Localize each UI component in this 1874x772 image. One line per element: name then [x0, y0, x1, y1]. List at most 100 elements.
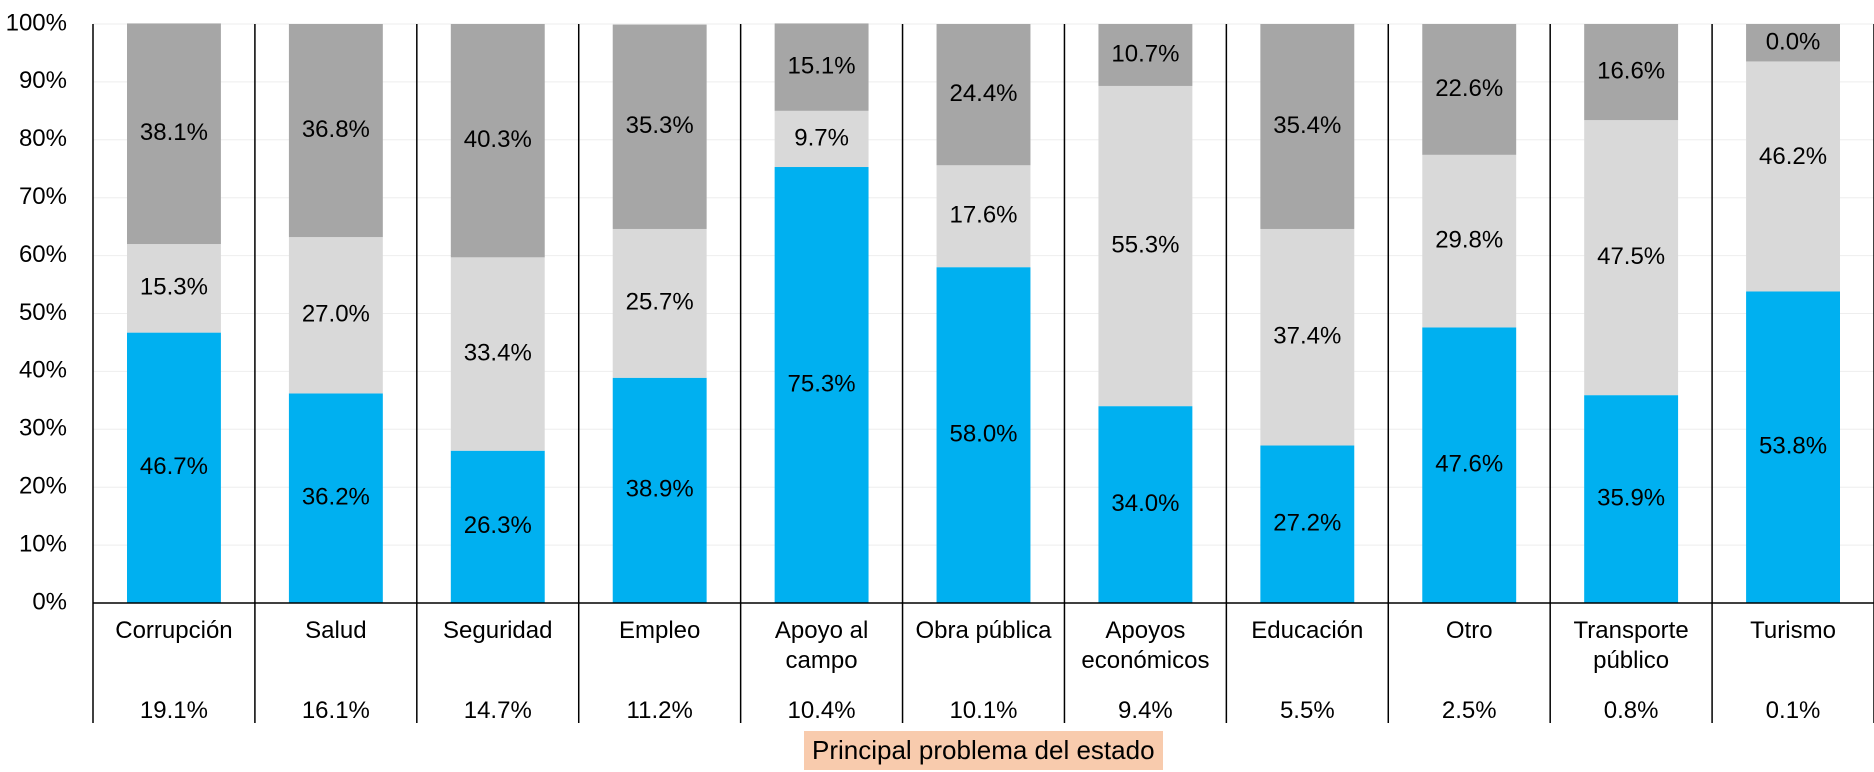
category-share: 10.1% — [949, 697, 1018, 724]
data-label: 16.6% — [1597, 57, 1665, 84]
category-share: 16.1% — [301, 697, 370, 724]
bar-segment — [288, 237, 383, 394]
x-tick-label: Seguridad — [443, 617, 553, 644]
category-share: 10.4% — [787, 697, 856, 724]
data-label: 27.2% — [1273, 510, 1341, 537]
data-label: 53.8% — [1759, 433, 1827, 460]
x-tick-label: Apoyo al campo — [774, 617, 869, 674]
data-label: 34.0% — [1111, 490, 1179, 517]
label-box — [1746, 24, 1840, 62]
bar-segment — [1098, 406, 1193, 603]
data-label: 35.9% — [1597, 484, 1665, 511]
bar-segment — [1584, 395, 1679, 603]
data-label: 55.3% — [1111, 231, 1179, 258]
y-tick-label: 80% — [19, 125, 67, 152]
data-label: 40.3% — [464, 126, 532, 153]
data-label: 26.3% — [464, 512, 532, 539]
data-label: 47.6% — [1435, 451, 1503, 478]
data-label: 0.0% — [1766, 28, 1821, 55]
bar-segment — [450, 257, 545, 451]
bar-segment — [1746, 24, 1840, 292]
x-tick-label: Apoyos económicos — [1081, 617, 1210, 674]
bar-segment — [450, 24, 545, 258]
data-label: 9.7% — [794, 124, 849, 151]
bar-segment — [288, 24, 383, 238]
bar-segment — [127, 244, 221, 333]
bar-segment — [936, 24, 1031, 166]
x-tick-label: Corrupción — [115, 617, 233, 644]
bar-segment — [1098, 24, 1193, 86]
bar-segment — [774, 23, 869, 111]
x-tick-label: Turismo — [1750, 617, 1836, 644]
bar-segment — [288, 393, 383, 603]
category-share: 11.2% — [626, 697, 693, 724]
bar-segment — [774, 167, 869, 603]
bar-segment — [127, 23, 221, 245]
data-label: 15.1% — [788, 52, 856, 79]
bar-segment — [1422, 327, 1517, 603]
bar-segment — [1098, 85, 1193, 407]
category-share: 5.5% — [1279, 697, 1335, 724]
y-tick-label: 50% — [19, 299, 67, 326]
bar-segment — [450, 450, 545, 603]
category-share: 19.1% — [139, 697, 208, 724]
y-tick-label: 20% — [19, 473, 67, 500]
data-label: 17.6% — [949, 202, 1017, 229]
x-tick-label: Obra pública — [915, 617, 1052, 644]
data-label: 36.8% — [302, 116, 370, 143]
data-label: 35.4% — [1273, 112, 1341, 139]
data-label: 24.4% — [949, 80, 1017, 107]
x-tick-label: Otro — [1445, 617, 1493, 644]
bar-segment — [612, 228, 707, 378]
bar-segment — [1260, 445, 1355, 603]
data-label: 47.5% — [1597, 243, 1665, 270]
data-label: 37.4% — [1273, 323, 1341, 350]
y-tick-label: 60% — [19, 241, 67, 268]
bar-segment — [774, 110, 869, 168]
bar-segment — [612, 24, 707, 229]
data-label: 22.6% — [1435, 75, 1503, 102]
y-tick-label: 90% — [19, 67, 67, 94]
bar-segment — [1260, 228, 1355, 446]
y-tick-label: 70% — [19, 183, 67, 210]
data-label: 38.9% — [626, 476, 694, 503]
category-share: 2.5% — [1441, 697, 1497, 724]
data-label: 15.3% — [140, 274, 208, 301]
data-label: 33.4% — [464, 339, 532, 366]
bar-segment — [612, 377, 707, 603]
bar-segment — [1260, 24, 1355, 229]
data-label: 46.2% — [1759, 143, 1827, 170]
bar-segment — [1746, 291, 1840, 603]
x-tick-label: Transporte público — [1573, 617, 1689, 674]
data-label: 25.7% — [626, 289, 694, 316]
y-tick-label: 100% — [6, 9, 67, 36]
category-share: 9.4% — [1118, 697, 1173, 724]
x-tick-label: Empleo — [618, 617, 701, 644]
data-label: 10.7% — [1111, 40, 1179, 67]
data-label: 46.7% — [140, 453, 208, 480]
bar-segment — [1422, 24, 1517, 155]
bar-segment — [936, 165, 1031, 268]
data-label: 38.1% — [140, 119, 208, 146]
bar-segment — [936, 267, 1031, 603]
x-tick-label: Salud — [305, 617, 367, 644]
data-label: 75.3% — [788, 370, 856, 397]
x-axis-label: Principal problema del estado — [804, 731, 1163, 770]
bar-segment — [1422, 154, 1517, 328]
x-tick-label: Educación — [1251, 617, 1364, 644]
category-share: 0.8% — [1603, 697, 1659, 724]
category-share: 0.1% — [1765, 697, 1821, 724]
bar-segment — [1584, 24, 1679, 121]
bar-segment — [127, 332, 221, 603]
data-label: 27.0% — [302, 301, 370, 328]
data-label: 36.2% — [302, 484, 370, 511]
bar-segment — [1584, 120, 1679, 396]
y-tick-label: 10% — [19, 530, 67, 557]
data-label: 58.0% — [949, 420, 1017, 447]
data-label: 29.8% — [1435, 226, 1503, 253]
y-tick-label: 30% — [19, 415, 67, 442]
y-tick-label: 40% — [19, 357, 67, 384]
category-share: 14.7% — [463, 697, 532, 724]
